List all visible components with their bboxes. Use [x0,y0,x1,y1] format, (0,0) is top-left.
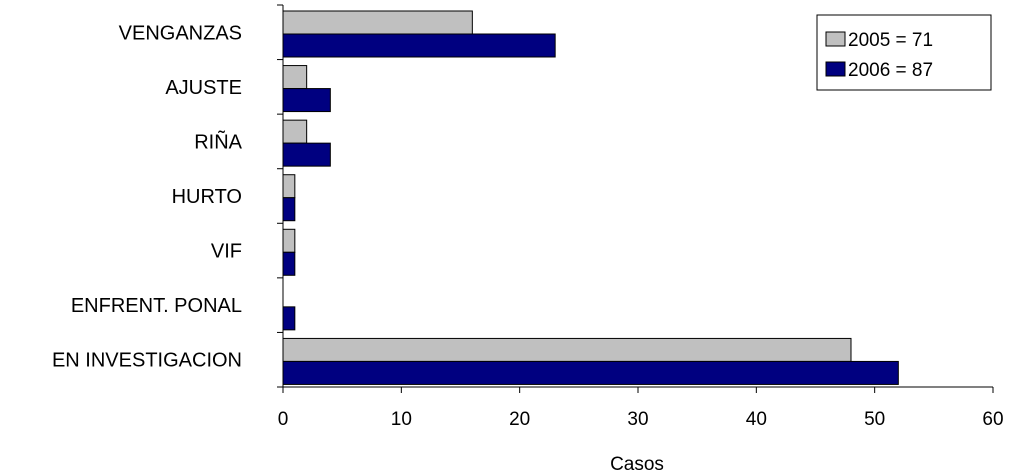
x-axis: 0 10 20 30 40 50 60 [277,4,1004,430]
bar-series1 [282,119,308,144]
x-tick-label: 10 [391,409,412,430]
legend-label: 2006 = 87 [848,60,933,81]
category-label: HURTO [172,186,242,208]
category-label: EN INVESTIGACION [52,350,242,372]
bar-series1 [282,10,473,35]
bar-series2 [282,251,296,276]
legend-swatch [825,61,846,77]
legend-label: 2005 = 71 [848,30,933,51]
bar-series2 [282,142,331,167]
x-tick-label: 40 [746,409,767,430]
x-tick-label: 50 [864,409,885,430]
bar-series1 [282,337,852,362]
legend: 2005 = 71 2006 = 87 [816,14,992,91]
bar-series2 [282,360,899,385]
category-label: AJUSTE [165,77,242,99]
bar-series2 [282,33,556,58]
x-axis-label: Casos [610,454,664,475]
bars-layer [282,10,899,385]
category-label: VENGANZAS [119,22,242,44]
x-tick-label: 0 [278,409,289,430]
bar-series1 [282,174,296,199]
bar-series2 [282,197,296,222]
category-labels: VENGANZAS AJUSTE RIÑA HURTO VIF ENFRENT. PONA… [52,22,243,371]
category-label: RIÑA [194,129,242,153]
x-tick-label: 20 [509,409,530,430]
category-label: ENFRENT. PONAL [71,295,242,317]
bar-series2 [282,88,331,113]
category-label: VIF [211,241,242,263]
legend-swatch [825,31,846,47]
bar-series2 [282,306,296,331]
bar-series1 [282,228,296,253]
x-tick-label: 60 [982,409,1003,430]
legend-box [816,14,992,91]
bar-series1 [282,65,308,90]
x-tick-label: 30 [627,409,648,430]
